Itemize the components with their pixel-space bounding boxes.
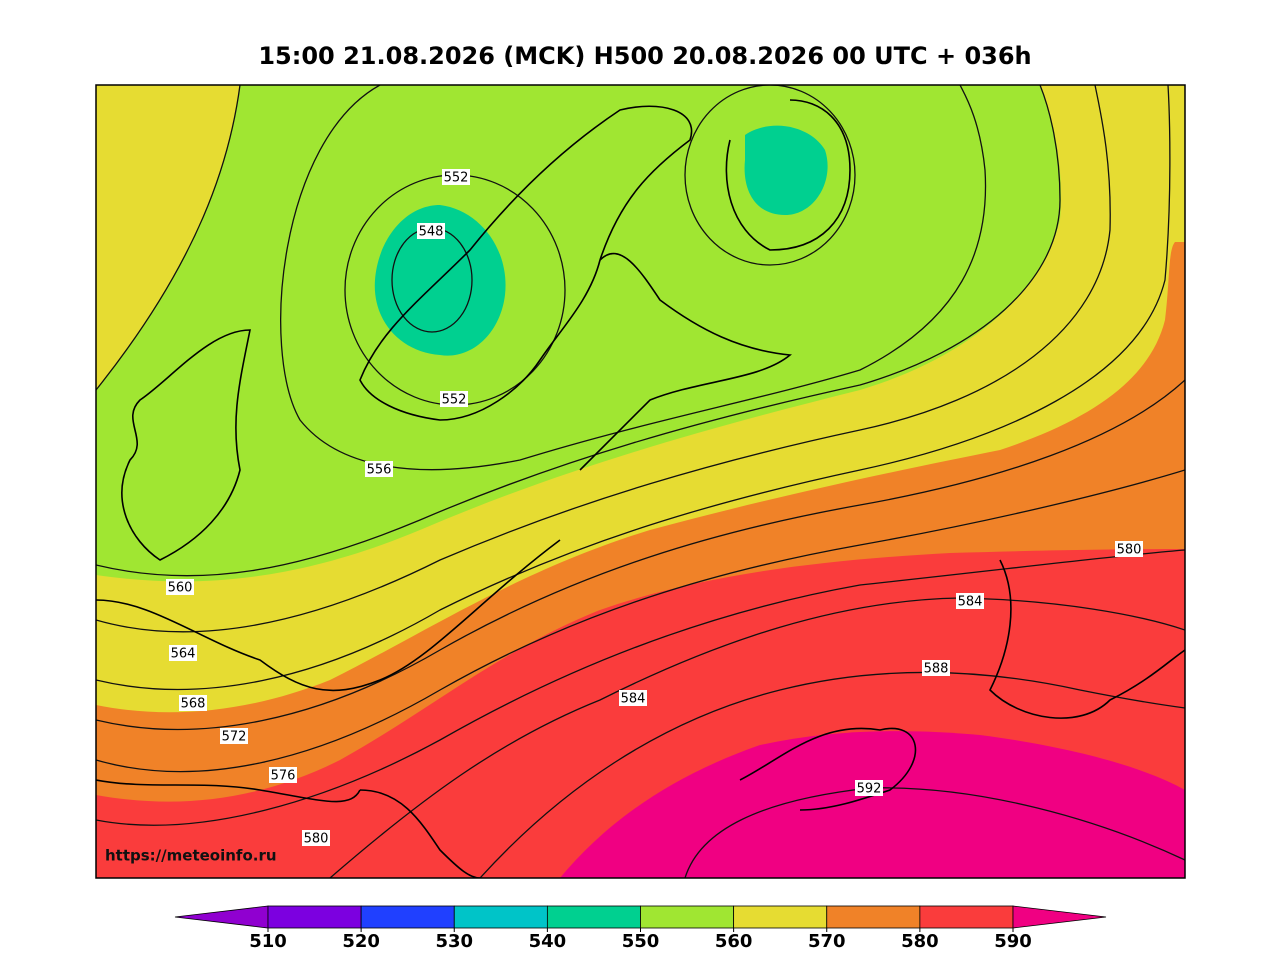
contour-label: 556 <box>367 463 392 478</box>
contour-label: 552 <box>444 171 469 186</box>
contour <box>329 597 1185 878</box>
coastlines <box>96 99 1185 878</box>
coastline <box>989 559 1185 719</box>
contour-label-box <box>220 728 248 744</box>
contour-label: 568 <box>181 697 206 712</box>
contour-label-box <box>365 461 393 477</box>
colorbar-segment <box>546 905 641 929</box>
contour-label: 588 <box>924 662 949 677</box>
contour-label-box <box>922 660 950 676</box>
contour-label-box <box>1115 541 1143 557</box>
coastline <box>359 105 693 421</box>
coastline <box>359 789 481 878</box>
contour <box>684 85 856 266</box>
colorbar-tick-label: 510 <box>249 931 287 952</box>
colorbar-tick-label: 540 <box>529 931 567 952</box>
coastline <box>96 779 361 803</box>
contour-label: 580 <box>1117 543 1142 558</box>
contour <box>96 549 1185 826</box>
contour-label-box <box>440 391 468 407</box>
coastline <box>96 539 561 692</box>
band-560 <box>96 85 240 390</box>
band-590 <box>560 731 1185 878</box>
colorbar-extend-low <box>174 905 269 929</box>
contour-label-box <box>166 579 194 595</box>
coastline <box>579 252 792 471</box>
contour-label: 564 <box>171 647 196 662</box>
colorbar-extend-high <box>1012 905 1107 929</box>
coastline <box>121 329 251 561</box>
contour-label: 592 <box>857 782 882 797</box>
contour <box>96 85 1061 577</box>
contour <box>280 85 987 471</box>
colorbar-segment <box>360 905 455 929</box>
contour-label: 576 <box>271 769 296 784</box>
contour <box>96 469 1185 773</box>
colorbar-tick-label: 580 <box>901 931 939 952</box>
colorbar-tick-label: 520 <box>342 931 380 952</box>
contour-label-box <box>169 645 197 661</box>
colorbar-segment <box>267 905 362 929</box>
contour-label-box <box>855 780 883 796</box>
contour-label: 584 <box>958 595 983 610</box>
colorbar-tick-label: 530 <box>435 931 473 952</box>
colorbar-tick-label: 570 <box>808 931 846 952</box>
contour-label: 584 <box>621 692 646 707</box>
colorbar-segment <box>733 905 828 929</box>
source-url: https://meteoinfo.ru <box>105 847 277 865</box>
contour-label-box <box>417 223 445 239</box>
colorbar: 510 520 530 540 550 560 570 580 590 <box>174 905 1107 952</box>
coastline <box>739 727 917 811</box>
coastline <box>725 99 851 251</box>
band-540 <box>374 205 506 356</box>
colorbar-segment <box>453 905 548 929</box>
colorbar-tick-label: 560 <box>715 931 753 952</box>
colorbar-segment <box>826 905 921 929</box>
map-frame <box>95 84 1186 879</box>
contour <box>96 85 1111 633</box>
contour <box>96 85 241 391</box>
contour-label: 580 <box>304 832 329 847</box>
colorbar-segment <box>919 905 1014 929</box>
contour-label: 548 <box>419 225 444 240</box>
contour-label: 560 <box>168 581 193 596</box>
contour-label-box <box>956 593 984 609</box>
title: 15:00 21.08.2026 (MCK) H500 20.08.2026 0… <box>258 42 1031 70</box>
contour-label-box <box>302 830 330 846</box>
map: 552 548 552 556 560 564 568 572 576 580 580 584 588 5… <box>96 85 1185 878</box>
colorbar-tick-label: 590 <box>994 931 1032 952</box>
colorbar-segment <box>640 905 735 929</box>
contour-label-box <box>269 767 297 783</box>
contour-label-box <box>442 169 470 185</box>
contour-labels: 552 548 552 556 560 564 568 572 576 580 580 584 588 5… <box>166 169 1143 847</box>
contour-label: 552 <box>442 393 467 408</box>
contour <box>96 85 1171 691</box>
contour-label-box <box>179 695 207 711</box>
contour-label: 572 <box>222 730 247 745</box>
colorbar-tick-label: 550 <box>622 931 660 952</box>
contour <box>479 671 1185 878</box>
band-540 <box>744 125 828 215</box>
contour-label-box <box>619 690 647 706</box>
contour <box>96 379 1185 731</box>
